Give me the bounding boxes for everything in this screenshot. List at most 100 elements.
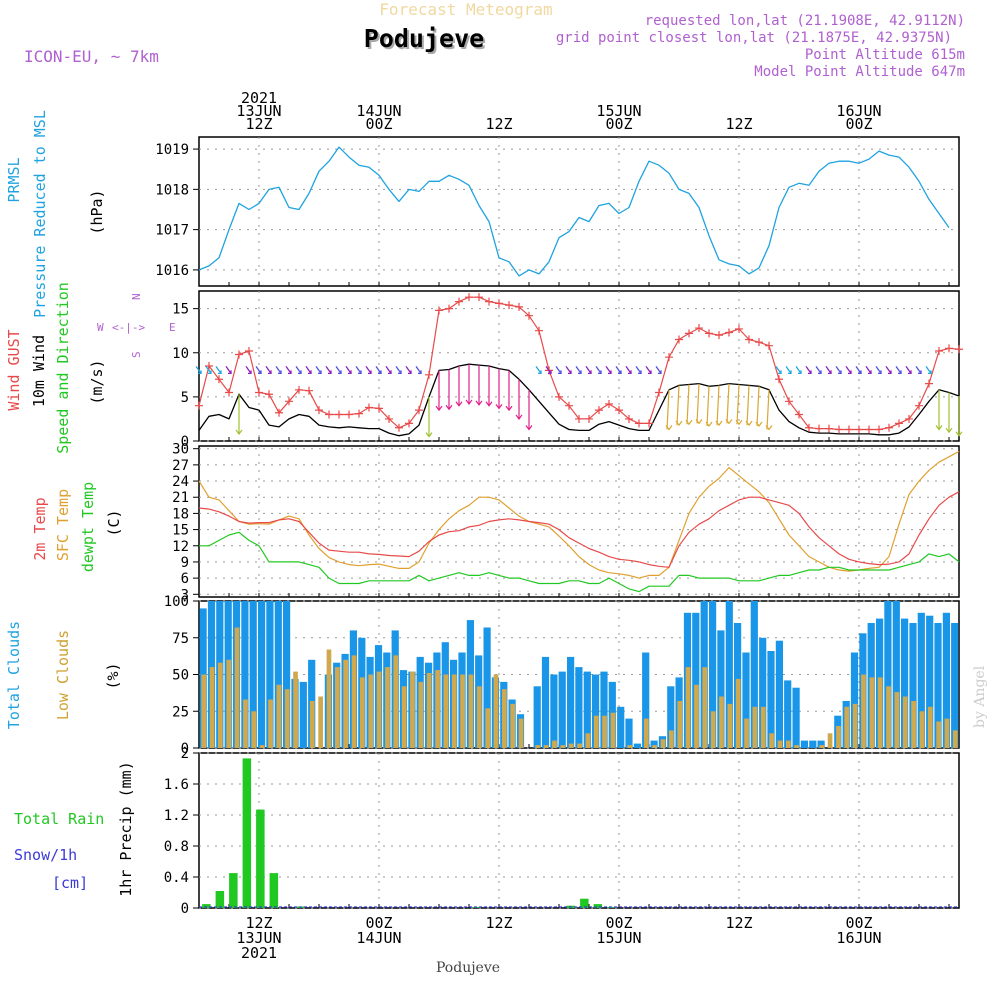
wind-direction-arrow: [625, 366, 632, 374]
wind-direction-arrowhead: [755, 421, 763, 427]
cloud-low-bar: [335, 667, 340, 748]
wind-gust-point: [575, 414, 583, 423]
cloud-low-bar: [309, 701, 315, 748]
wind-gust-point: [615, 406, 623, 415]
wind-label-10m: 10m Wind: [30, 335, 48, 407]
cloud-total-bar: [667, 686, 675, 748]
wind-gust-point: [405, 419, 413, 428]
cloud-low-bar: [226, 659, 232, 748]
cloud-total-bar: [633, 743, 641, 748]
model-altitude: Model Point Altitude 647m: [754, 64, 965, 80]
cloud-low-bar: [719, 696, 724, 748]
wind-gust-point: [755, 338, 763, 347]
wind-direction-arrow: [736, 384, 740, 425]
wind-direction-arrowhead: [525, 425, 533, 431]
precip-ytick-label: 1.2: [164, 808, 189, 824]
top-time-label: 12Z: [725, 115, 752, 133]
precip-ytick-label: 0.8: [164, 839, 189, 855]
cloud-low-bar: [844, 706, 850, 748]
cloud-low-bar: [568, 743, 574, 748]
precip-bar: [242, 758, 252, 908]
point-altitude: Point Altitude 615m: [805, 47, 965, 63]
wind-direction-arrowhead: [258, 370, 262, 375]
wind-direction-arrowhead: [298, 370, 302, 375]
wind-direction-arrow: [635, 366, 642, 374]
cloud-low-bar: [919, 711, 925, 749]
precip-frame: [198, 752, 960, 909]
cloud-low-bar: [927, 706, 933, 748]
cloud-total-bar: [283, 601, 291, 748]
cloud-low-bar: [953, 730, 958, 748]
wind-direction-arrow: [805, 366, 812, 374]
wind-direction-arrowhead: [868, 370, 872, 375]
wind-direction-arrow: [395, 366, 402, 374]
top-time-label: 14JUN: [356, 102, 401, 120]
wind-direction-arrow: [785, 366, 792, 374]
cloud-total-bar: [926, 615, 934, 748]
pressure-ytick-label: 1018: [155, 182, 189, 198]
wind-direction-arrowhead: [765, 425, 773, 431]
cloud-total-bar: [483, 627, 491, 748]
cloud-low-bar: [744, 718, 749, 748]
precip-bar: [256, 809, 265, 908]
cloud-low-bar: [852, 703, 858, 748]
wind-direction-arrow: [615, 366, 622, 374]
temp-ytick-label: 6: [181, 571, 189, 587]
wind-direction-arrowhead: [248, 370, 252, 375]
wind-gust-point: [435, 306, 443, 315]
wind-direction-arrowhead: [208, 370, 212, 375]
wind-gust-point: [635, 419, 643, 428]
wind-direction-arrow: [605, 366, 612, 374]
precip-ytick-label: 1.6: [164, 777, 189, 793]
cloud-ytick-label: 75: [172, 631, 189, 647]
cloud-total-bar: [692, 612, 700, 748]
wind-gust-point: [915, 401, 923, 410]
wind-direction-arrowhead: [515, 414, 523, 420]
cloud-low-bar: [443, 674, 449, 748]
wind-direction-arrowhead: [485, 401, 493, 407]
wind-direction-arrow: [775, 366, 782, 374]
cloud-low-bar: [827, 733, 833, 748]
wind-direction-arrow: [335, 366, 342, 374]
cloud-low-bar: [326, 649, 332, 748]
cloud-ytick-label: 100: [164, 594, 189, 610]
wind-gust-point: [955, 345, 963, 354]
cloud-low-bar: [694, 684, 699, 748]
wind-gust-point: [745, 335, 753, 344]
temp-label-sfc: SFC Temp: [54, 489, 72, 561]
wind-gust-point: [315, 406, 323, 415]
cloud-total-bar: [850, 652, 859, 748]
wind-direction-arrowhead: [628, 370, 632, 375]
cloud-low-bar: [218, 662, 223, 748]
wind-direction-arrow: [345, 366, 352, 374]
wind-gust-point: [465, 293, 473, 302]
wind-gust-point: [815, 424, 823, 433]
wind-gust-point: [555, 392, 563, 401]
cloud-low-bar: [610, 712, 616, 748]
wind-gust-point: [585, 414, 593, 423]
cloud-ytick-label: 0: [181, 741, 189, 757]
wind-gust-point: [335, 410, 343, 419]
cloud-low-bar: [251, 711, 257, 749]
cloud-low-bar: [593, 715, 599, 748]
bottom-time-label: 00Z: [365, 914, 392, 932]
cloud-total-bar: [299, 681, 307, 748]
wind-direction-arrowhead: [675, 420, 683, 427]
wind-direction-arrow: [405, 366, 412, 374]
cloud-low-bar: [777, 740, 783, 748]
wind-direction-arrowhead: [685, 419, 693, 426]
wind-direction-arrowhead: [288, 370, 292, 375]
wind-direction-arrowhead: [778, 370, 782, 375]
precip-ytick-label: 2: [181, 746, 189, 762]
wind-direction-arrow: [666, 389, 670, 430]
cloud-low-bar: [936, 721, 941, 748]
wind-gust-point: [385, 414, 393, 423]
cloud-total-bar: [750, 601, 758, 748]
wind-direction-arrowhead: [358, 370, 362, 375]
wind-direction-arrow: [365, 366, 372, 374]
wind-direction-arrowhead: [618, 370, 622, 375]
precip-label-unit: 1hr Precip (mm): [117, 761, 135, 896]
wind-ytick-label: 15: [172, 302, 189, 318]
wind-gust-point: [235, 350, 243, 359]
temp-ytick-label: 27: [172, 458, 189, 474]
